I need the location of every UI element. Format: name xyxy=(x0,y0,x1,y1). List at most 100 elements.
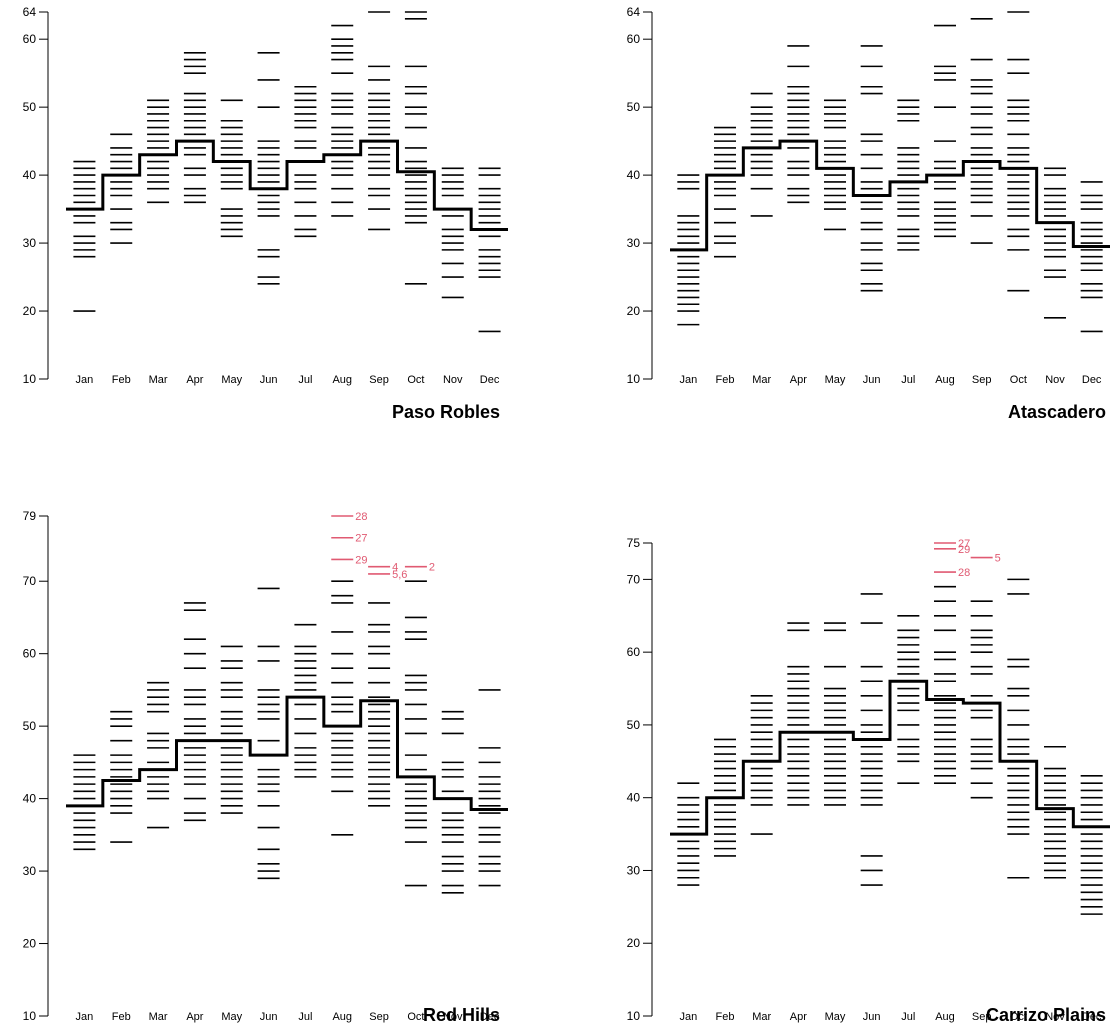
y-tick-label: 50 xyxy=(627,100,641,114)
month-label-jan: Jan xyxy=(76,1011,94,1023)
y-tick-label: 75 xyxy=(627,536,641,550)
highlight-label: 4 xyxy=(392,562,398,574)
month-label-may: May xyxy=(825,374,846,386)
y-tick-label: 20 xyxy=(23,304,37,318)
month-label-sep: Sep xyxy=(972,1011,992,1023)
monthly-step-line xyxy=(66,695,508,811)
y-tick-label: 10 xyxy=(23,1009,37,1023)
month-label-jan: Jan xyxy=(76,374,94,386)
highlight-label: 5 xyxy=(995,553,1001,565)
y-tick-label: 40 xyxy=(23,792,37,806)
panel-atascadero: 10 20 30 40 50 60 64 Jan Feb Mar Apr May Jun Jul Aug Se… xyxy=(627,5,1110,422)
highlight-label: 28 xyxy=(355,511,367,523)
month-label-dec: Dec xyxy=(1082,374,1102,386)
month-label-mar: Mar xyxy=(752,374,771,386)
month-label-apr: Apr xyxy=(790,1011,807,1023)
month-label-feb: Feb xyxy=(716,1011,735,1023)
month-label-jul: Jul xyxy=(901,1011,915,1023)
month-label-aug: Aug xyxy=(332,1011,352,1023)
y-tick-label: 60 xyxy=(627,32,641,46)
month-label-jul: Jul xyxy=(901,374,915,386)
highlight-label: 28 xyxy=(958,567,970,579)
y-tick-label: 30 xyxy=(627,863,641,877)
panel-paso-robles: 10 20 30 40 50 60 64 Jan Feb Mar Apr May Jun Jul Aug Se… xyxy=(23,5,508,422)
month-label-oct: Oct xyxy=(407,1011,424,1023)
panel-red-hills: 10 20 30 40 50 60 70 79 Jan Feb Mar Apr May Jun Jul Aug… xyxy=(23,509,508,1025)
monthly-step-line xyxy=(670,679,1110,836)
month-label-oct: Oct xyxy=(407,374,424,386)
panel-title: Red Hills xyxy=(423,1005,500,1025)
month-label-mar: Mar xyxy=(149,374,168,386)
month-label-may: May xyxy=(221,374,242,386)
month-label-feb: Feb xyxy=(112,1011,131,1023)
month-label-jan: Jan xyxy=(679,1011,697,1023)
month-label-jun: Jun xyxy=(260,1011,278,1023)
y-tick-label: 70 xyxy=(627,572,641,586)
y-tick-label: 20 xyxy=(627,936,641,950)
month-label-jun: Jun xyxy=(863,1011,881,1023)
highlight-label: 5,6 xyxy=(392,569,407,581)
panel-title: Atascadero xyxy=(1008,402,1106,422)
month-label-dec: Dec xyxy=(480,1011,500,1023)
y-tick-label: 30 xyxy=(627,236,641,250)
month-label-jan: Jan xyxy=(679,374,697,386)
month-label-feb: Feb xyxy=(112,374,131,386)
month-label-sep: Sep xyxy=(369,374,389,386)
month-label-sep: Sep xyxy=(369,1011,389,1023)
y-tick-label: 60 xyxy=(627,645,641,659)
month-label-aug: Aug xyxy=(332,374,352,386)
y-tick-label: 20 xyxy=(23,937,37,951)
panel-title: Carrizo Plains xyxy=(986,1005,1106,1025)
month-label-nov: Nov xyxy=(1045,374,1065,386)
month-label-nov: Nov xyxy=(443,1011,463,1023)
y-tick-label: 40 xyxy=(627,168,641,182)
month-label-mar: Mar xyxy=(149,1011,168,1023)
month-label-dec: Dec xyxy=(480,374,500,386)
month-label-mar: Mar xyxy=(752,1011,771,1023)
highlight-label: 27 xyxy=(355,533,367,545)
month-label-may: May xyxy=(221,1011,242,1023)
panel-title: Paso Robles xyxy=(392,402,500,422)
month-label-aug: Aug xyxy=(935,1011,955,1023)
month-label-may: May xyxy=(825,1011,846,1023)
y-tick-label: 60 xyxy=(23,32,37,46)
highlight-label: 2 xyxy=(429,562,435,574)
month-label-aug: Aug xyxy=(935,374,955,386)
month-label-jun: Jun xyxy=(260,374,278,386)
y-tick-label: 60 xyxy=(23,647,37,661)
y-tick-label: 50 xyxy=(23,100,37,114)
y-tick-label: 40 xyxy=(627,791,641,805)
panel-carrizo-plains: 10 20 30 40 50 60 70 75 Jan Feb Mar Apr May Jun Jul Aug… xyxy=(627,536,1110,1025)
y-tick-label: 20 xyxy=(627,304,641,318)
y-tick-label: 64 xyxy=(627,5,641,19)
month-label-nov: Nov xyxy=(1045,1011,1065,1023)
month-label-apr: Apr xyxy=(186,1011,203,1023)
month-label-jun: Jun xyxy=(863,374,881,386)
y-tick-label: 40 xyxy=(23,168,37,182)
month-label-sep: Sep xyxy=(972,374,992,386)
month-label-oct: Oct xyxy=(1010,1011,1027,1023)
y-tick-label: 30 xyxy=(23,864,37,878)
month-label-dec: Dec xyxy=(1082,1011,1102,1023)
month-label-nov: Nov xyxy=(443,374,463,386)
month-label-jul: Jul xyxy=(298,1011,312,1023)
month-label-apr: Apr xyxy=(186,374,203,386)
month-label-oct: Oct xyxy=(1010,374,1027,386)
month-label-feb: Feb xyxy=(716,374,735,386)
y-tick-label: 64 xyxy=(23,5,37,19)
highlight-label: 29 xyxy=(355,554,367,566)
y-tick-label: 10 xyxy=(627,1009,641,1023)
y-tick-label: 10 xyxy=(627,372,641,386)
month-label-jul: Jul xyxy=(298,374,312,386)
monthly-step-line xyxy=(670,139,1110,252)
y-tick-label: 50 xyxy=(23,719,37,733)
highlight-label: 29 xyxy=(958,544,970,556)
month-label-apr: Apr xyxy=(790,374,807,386)
y-tick-label: 10 xyxy=(23,372,37,386)
y-tick-label: 79 xyxy=(23,509,37,523)
y-tick-label: 70 xyxy=(23,574,37,588)
monthly-step-line xyxy=(66,139,508,231)
y-tick-label: 50 xyxy=(627,718,641,732)
highlight-label: 27 xyxy=(958,538,970,550)
